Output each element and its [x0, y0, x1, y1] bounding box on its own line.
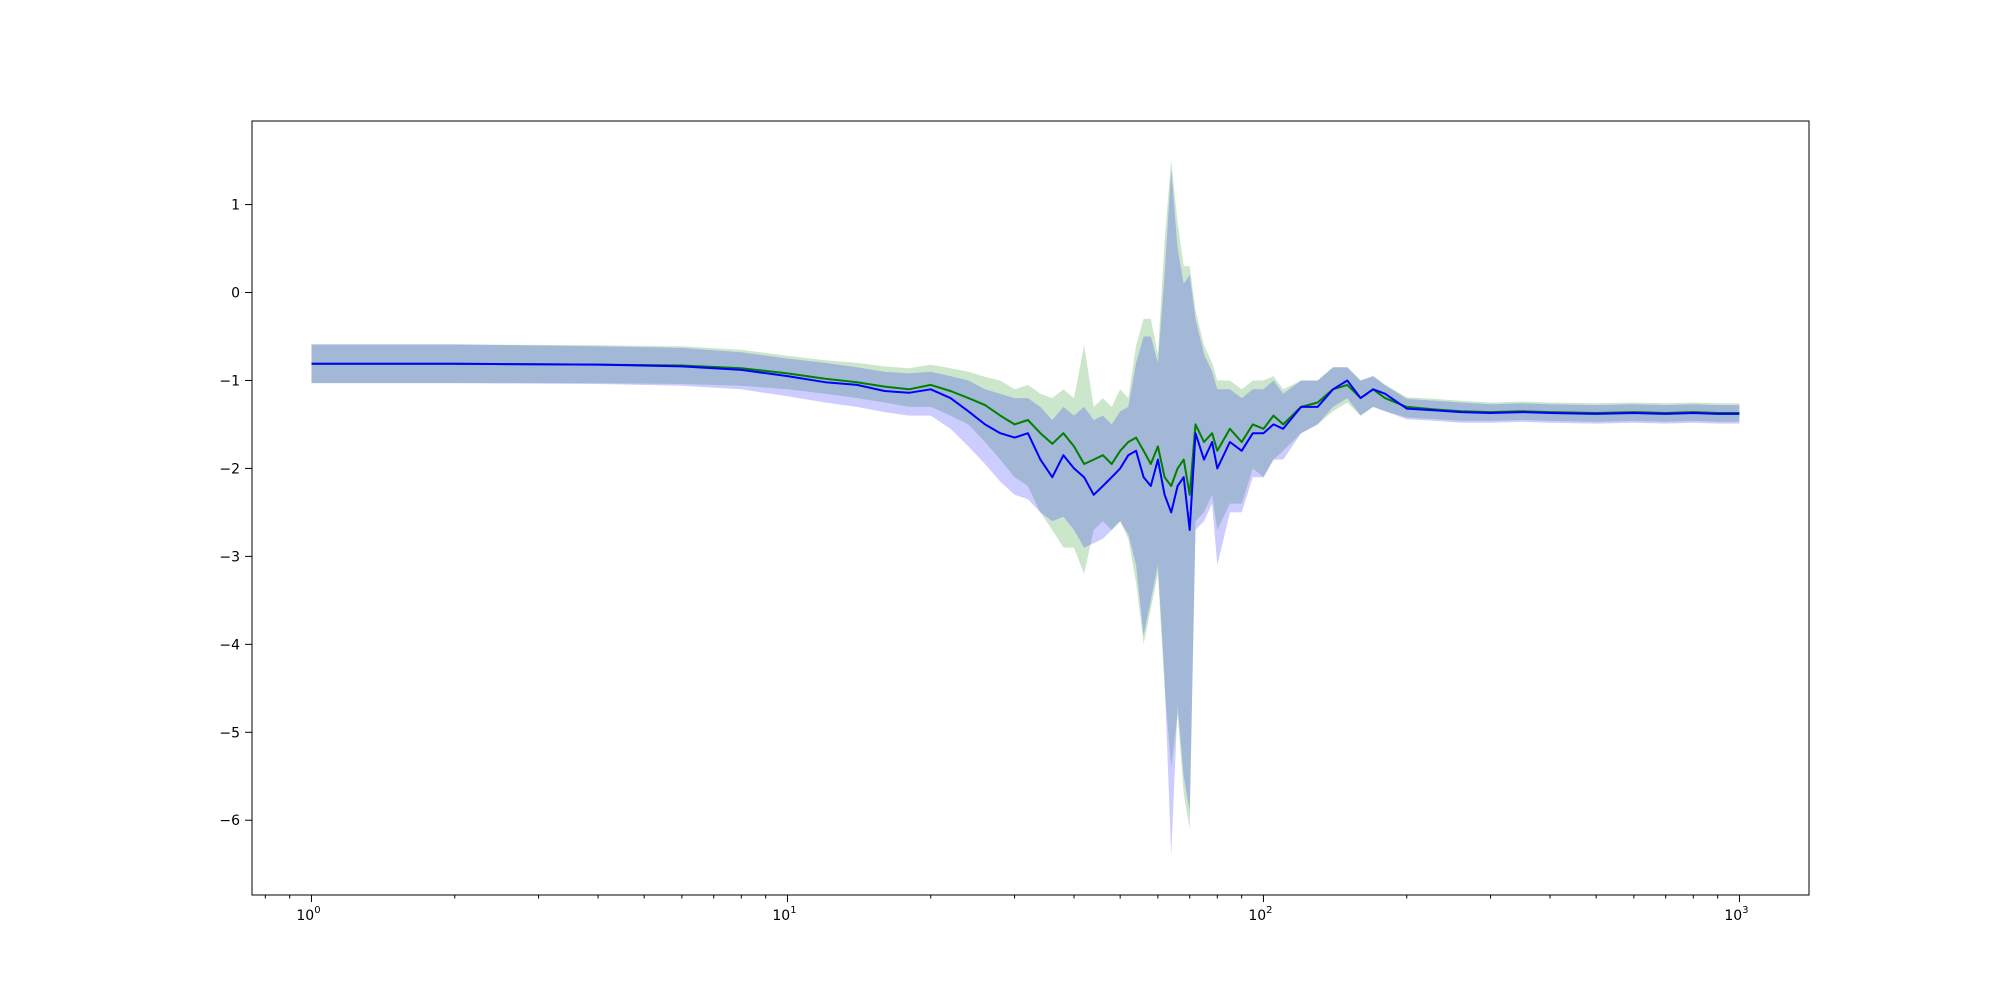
y-tick-label: −2	[219, 461, 240, 477]
x-tick-label: 101	[772, 905, 796, 924]
y-tick-label: −6	[219, 813, 240, 829]
series-lines	[311, 362, 1740, 531]
plot-area-frame	[251, 120, 1810, 896]
x-tick-label: 102	[1248, 905, 1272, 924]
y-tick-label: 1	[231, 198, 240, 214]
y-tick-label: −3	[219, 549, 240, 565]
series-1-line	[311, 362, 1740, 496]
x-axis: 100 101 102 103	[264, 895, 1749, 924]
x-tick-label: 100	[296, 905, 320, 924]
x-tick-label: 103	[1724, 905, 1748, 924]
y-axis: 1 0 −1 −2 −3 −4 −5 −6	[219, 198, 252, 829]
y-tick-label: −1	[219, 373, 240, 389]
y-tick-label: 0	[231, 286, 240, 302]
y-tick-label: −5	[219, 725, 240, 741]
y-tick-label: −4	[219, 637, 240, 653]
series-2-line	[311, 362, 1740, 531]
